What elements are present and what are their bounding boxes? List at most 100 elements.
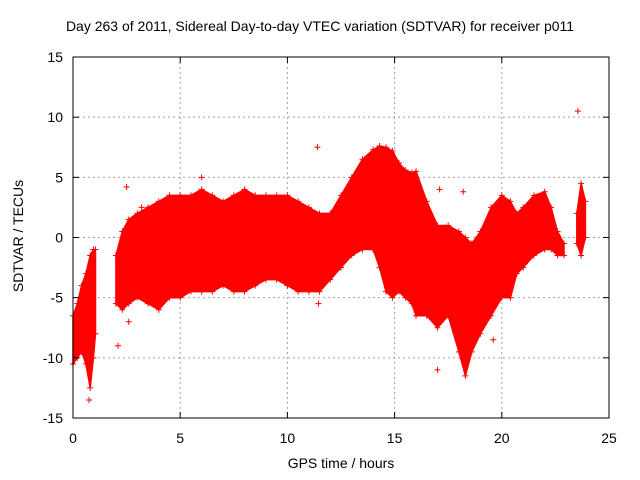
envelope-marker-1-7-high	[177, 192, 184, 199]
envelope-marker-2-0-high	[573, 210, 580, 217]
envelope-marker-1-35-low	[445, 312, 452, 319]
envelope-marker-0-4-high	[87, 252, 94, 259]
outlier-point-8	[436, 186, 443, 193]
envelope-marker-1-7-low	[177, 294, 184, 301]
outlier-point-3	[115, 342, 122, 349]
envelope-marker-1-42-high	[507, 198, 514, 205]
x-tick-label-1: 5	[176, 430, 184, 446]
envelope-marker-1-48-low	[554, 252, 561, 259]
envelope-marker-1-35-high	[445, 222, 452, 229]
envelope-marker-1-28-high	[389, 147, 396, 154]
envelope-marker-1-44-low	[520, 264, 527, 271]
y-axis-label: SDTVAR / TECUs	[10, 179, 26, 293]
chart-title: Day 263 of 2011, Sidereal Day-to-day VTE…	[65, 18, 575, 34]
envelope-marker-1-27-low	[383, 288, 390, 295]
outlier-point-12	[125, 318, 132, 325]
envelope-marker-2-0-low	[573, 240, 580, 247]
envelope-marker-1-28-low	[389, 294, 396, 301]
sdtvar-band-segment-2	[576, 183, 587, 259]
envelope-marker-1-32-high	[413, 168, 420, 175]
envelope-marker-2-1-low	[578, 252, 585, 259]
axis-ticks: 0 5 10 15 20 25 -15 -10 -5 0 5 10 15	[43, 49, 617, 446]
envelope-marker-1-27-high	[383, 144, 390, 151]
envelope-marker-1-46-low	[541, 246, 548, 253]
envelope-marker-0-1-high	[74, 300, 81, 307]
envelope-marker-1-9-high	[198, 186, 205, 193]
envelope-marker-2-1-high	[578, 180, 585, 187]
envelope-marker-1-3-low	[134, 294, 141, 301]
envelope-marker-1-10-low	[209, 288, 216, 295]
y-tick-label-3: 0	[55, 230, 63, 246]
y-tick-label-4: 5	[55, 169, 63, 185]
y-tick-label-2: -5	[51, 290, 64, 306]
envelope-marker-1-30-high	[402, 167, 409, 174]
envelope-marker-1-38-high	[468, 240, 475, 247]
envelope-marker-1-34-high	[434, 222, 441, 229]
y-tick-label-1: -10	[43, 350, 63, 366]
envelope-marker-1-42-low	[507, 294, 514, 301]
envelope-marker-1-15-low	[262, 276, 269, 283]
envelope-marker-1-5-low	[155, 306, 162, 313]
envelope-marker-0-2-low	[78, 348, 85, 355]
envelope-marker-1-17-high	[284, 192, 291, 199]
envelope-marker-2-2-high	[582, 198, 589, 205]
envelope-marker-1-31-low	[408, 300, 415, 307]
y-tick-label-6: 15	[47, 49, 63, 65]
envelope-marker-1-23-low	[348, 252, 355, 259]
y-tick-label-5: 10	[47, 109, 63, 125]
envelope-marker-1-26-low	[376, 264, 383, 271]
envelope-marker-1-17-low	[284, 282, 291, 289]
envelope-marker-0-5-low	[90, 354, 97, 361]
outlier-point-7	[434, 366, 441, 373]
envelope-marker-1-33-high	[423, 198, 430, 205]
envelope-marker-1-37-low	[462, 372, 469, 379]
envelope-marker-1-36-high	[455, 228, 462, 235]
envelope-marker-1-3-high	[134, 210, 141, 217]
envelope-marker-1-8-high	[187, 192, 194, 199]
envelope-marker-1-13-high	[241, 186, 248, 193]
envelope-marker-1-2-low	[125, 300, 132, 307]
y-tick-label-0: -15	[43, 410, 63, 426]
envelope-marker-1-45-high	[530, 192, 537, 199]
envelope-marker-1-23-high	[348, 174, 355, 181]
envelope-marker-1-29-high	[395, 159, 402, 166]
sdtvar-band-segment-1	[115, 145, 565, 379]
outlier-point-2	[315, 300, 322, 307]
envelope-marker-1-43-high	[513, 210, 520, 217]
envelope-marker-0-3-high	[82, 270, 89, 277]
x-axis-label: GPS time / hours	[287, 455, 395, 471]
envelope-marker-1-2-high	[125, 216, 132, 223]
envelope-marker-1-14-high	[252, 192, 259, 199]
envelope-marker-2-2-low	[582, 234, 589, 241]
envelope-marker-0-4-low	[87, 384, 94, 391]
plot-area	[70, 108, 589, 403]
x-tick-label-3: 15	[387, 430, 403, 446]
envelope-marker-1-33-low	[423, 312, 430, 319]
envelope-marker-1-38-low	[468, 348, 475, 355]
outlier-point-9	[490, 336, 497, 343]
envelope-marker-1-1-low	[119, 306, 126, 313]
envelope-marker-1-0-high	[112, 252, 119, 259]
envelope-marker-1-36-low	[455, 348, 462, 355]
envelope-marker-1-0-low	[112, 300, 119, 307]
envelope-marker-1-29-low	[395, 288, 402, 295]
envelope-marker-1-4-low	[145, 300, 152, 307]
envelope-marker-1-16-high	[273, 192, 280, 199]
envelope-marker-1-19-high	[305, 204, 312, 211]
envelope-marker-1-41-low	[498, 294, 505, 301]
envelope-marker-1-34-low	[434, 324, 441, 331]
envelope-marker-1-12-low	[230, 288, 237, 295]
envelope-marker-1-25-high	[370, 146, 377, 153]
envelope-marker-1-40-low	[488, 312, 495, 319]
envelope-marker-1-24-low	[359, 246, 366, 253]
envelope-marker-1-14-low	[252, 282, 259, 289]
x-tick-label-0: 0	[69, 430, 77, 446]
outlier-point-10	[492, 208, 499, 215]
envelope-marker-1-8-low	[187, 288, 194, 295]
envelope-marker-1-47-high	[548, 204, 555, 211]
envelope-marker-1-39-low	[477, 330, 484, 337]
envelope-marker-0-6-low	[92, 330, 99, 337]
envelope-marker-1-12-high	[230, 192, 237, 199]
envelope-marker-1-21-high	[327, 210, 334, 217]
envelope-marker-1-18-high	[295, 198, 302, 205]
